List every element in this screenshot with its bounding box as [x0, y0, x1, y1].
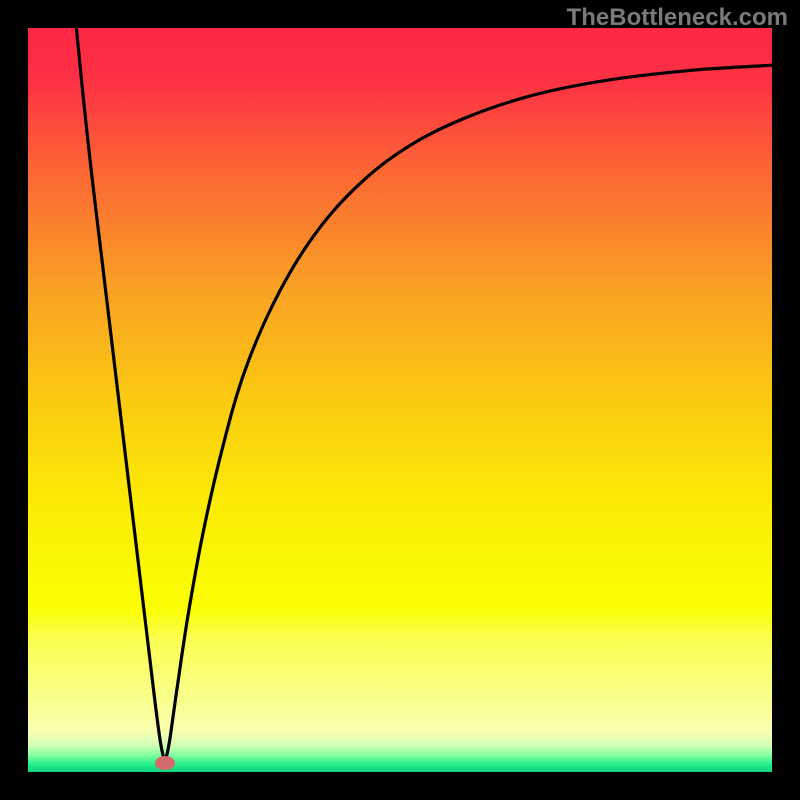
optimum-marker	[155, 756, 175, 770]
watermark-text: TheBottleneck.com	[567, 4, 788, 32]
chart-container: TheBottleneck.com	[0, 0, 800, 800]
bottleneck-curve	[28, 28, 772, 772]
plot-area	[28, 28, 772, 772]
